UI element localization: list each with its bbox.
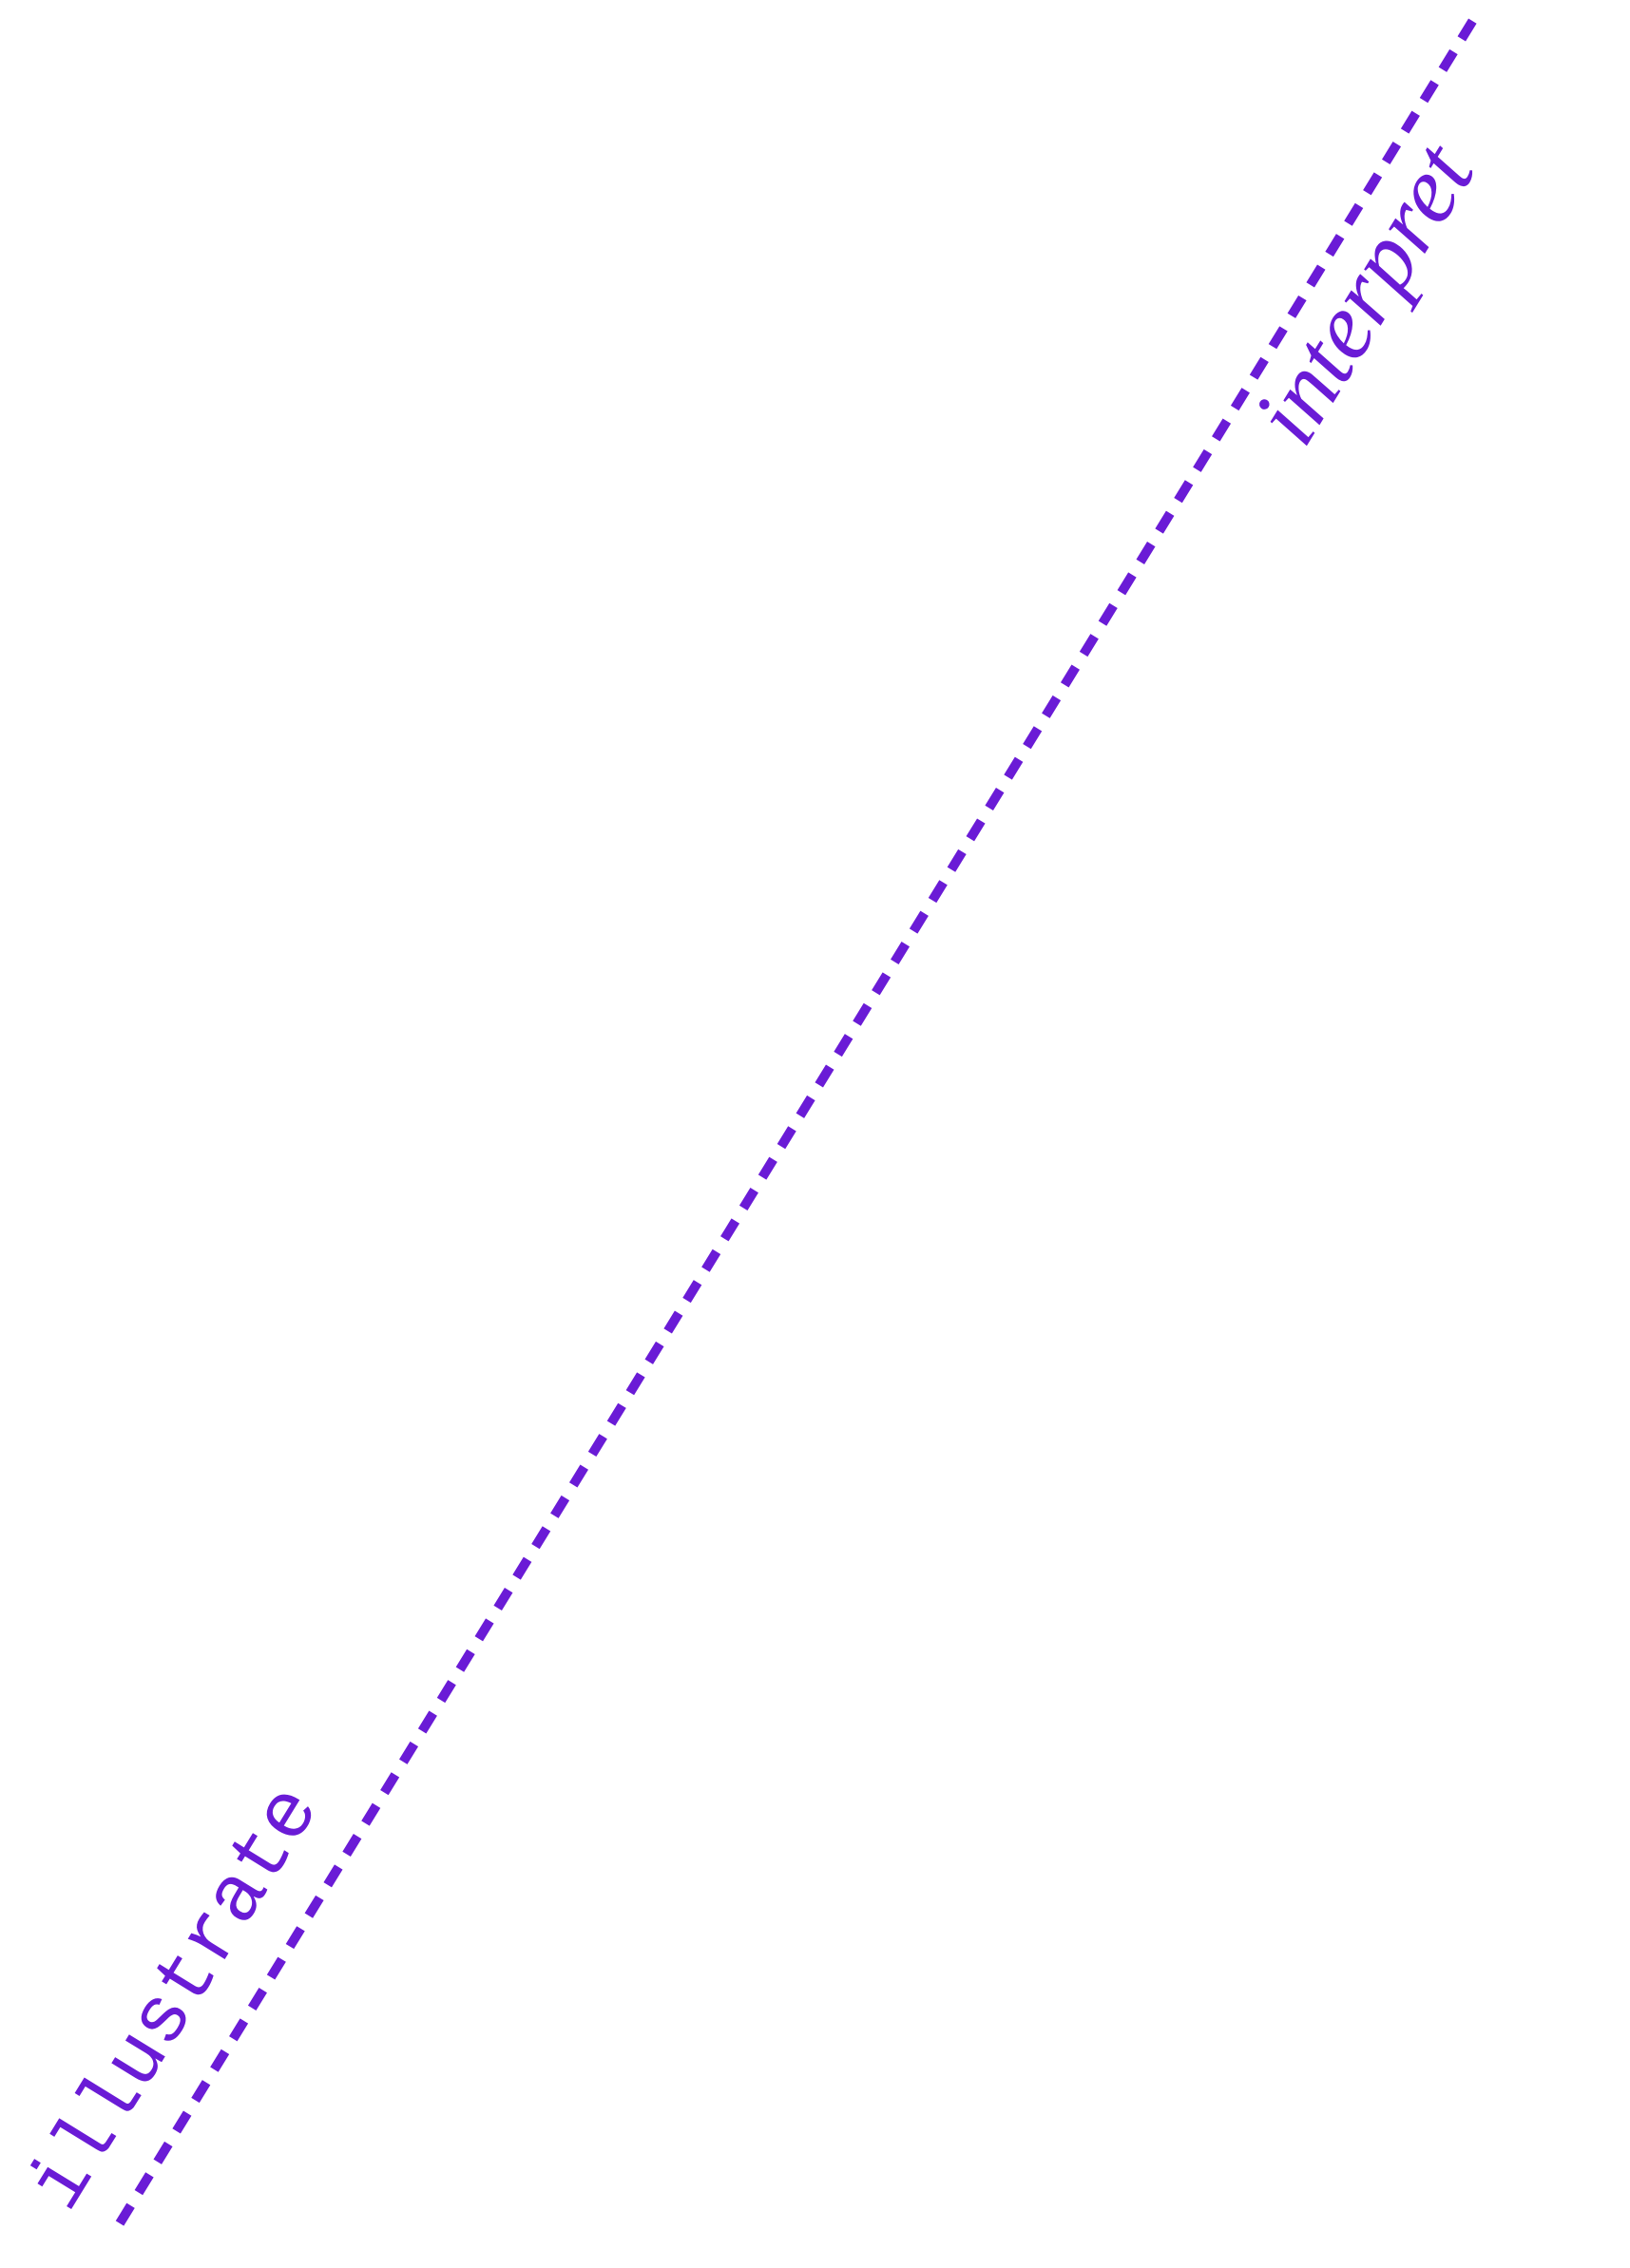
start-label: illustrate (12, 1771, 340, 2226)
end-label: interpret (1232, 124, 1495, 461)
